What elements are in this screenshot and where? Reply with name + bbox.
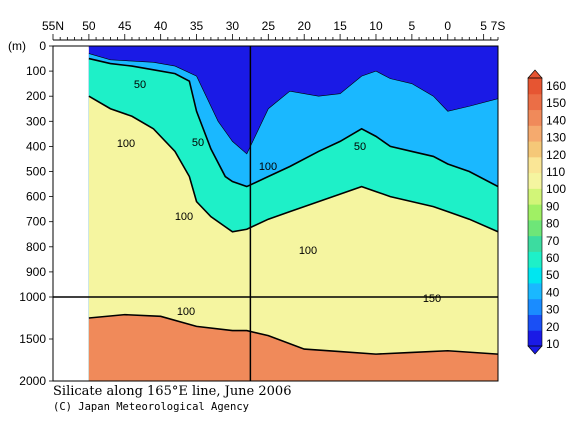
- contour-label: 100: [299, 245, 317, 257]
- y-tick-label: 2000: [19, 374, 46, 388]
- x-tick-label: 25: [262, 19, 276, 33]
- x-tick-label: 10: [369, 19, 383, 33]
- colorbar-label: 40: [546, 285, 560, 299]
- field-band-150: [88, 314, 498, 381]
- colorbar-label: 150: [546, 96, 566, 110]
- x-tick-label: 35: [190, 19, 204, 33]
- x-tick-label: 5: [409, 19, 416, 33]
- colorbar-label: 20: [546, 320, 560, 334]
- colorbar-label: 60: [546, 251, 560, 265]
- colorbar-swatch: [528, 78, 542, 95]
- x-tick-label: 40: [154, 19, 168, 33]
- y-tick-label: 300: [26, 114, 46, 128]
- field-top: [88, 46, 499, 48]
- y-tick-label: 700: [26, 215, 46, 229]
- colorbar-label: 10: [546, 337, 560, 351]
- chart-title: Silicate along 165°E line, June 2006: [53, 384, 292, 399]
- x-tick-label: 55N: [42, 19, 64, 33]
- colorbar-label: 130: [546, 131, 566, 145]
- x-tick-label: 5: [480, 19, 487, 33]
- y-tick-label: 400: [26, 139, 46, 153]
- colorbar-swatch: [528, 109, 542, 126]
- y-tick-label: 1000: [19, 290, 46, 304]
- x-tick-label: 50: [82, 19, 96, 33]
- colorbar-label: 110: [546, 165, 565, 179]
- colorbar-label: 30: [546, 303, 560, 317]
- contour-label: 100: [259, 161, 277, 173]
- colorbar-label: 50: [546, 268, 560, 282]
- contour-label: 100: [117, 138, 135, 150]
- x-tick-label: 20: [298, 19, 312, 33]
- isoline-150: [88, 313, 498, 355]
- field-band-100: [88, 96, 498, 381]
- y-tick-label: 1500: [19, 332, 46, 346]
- colorbar-swatch: [528, 156, 542, 174]
- colorbar-swatch: [528, 267, 542, 284]
- colorbar-label: 140: [546, 113, 566, 127]
- x-tick-label: 15: [333, 19, 347, 33]
- colorbar-label: 160: [546, 79, 566, 93]
- colorbar-swatch: [528, 188, 542, 205]
- colorbar-bottom-arrow: [527, 345, 543, 355]
- x-tick-label: 0: [444, 19, 451, 33]
- isolines: [88, 46, 498, 355]
- colorbar-swatch: [528, 93, 542, 111]
- contour-labels: 50 50 100 100 50 100 100 150 100: [117, 79, 441, 318]
- y-axis-label: (m): [8, 39, 26, 53]
- colorbar-swatch: [528, 204, 542, 221]
- contour-fields: [88, 46, 499, 381]
- x-tick-label: 45: [118, 19, 132, 33]
- y-tick-label: 100: [26, 64, 46, 78]
- colorbar-top-arrow: [527, 69, 543, 79]
- colorbar-swatch: [528, 141, 542, 158]
- colorbar: 160 150 140 130 120 110 100 90 80 70 60 50 40 30 20 10: [527, 69, 566, 355]
- colorbar-swatch: [528, 251, 542, 268]
- colorbar-label: 70: [546, 234, 560, 248]
- colorbar-swatch: [528, 282, 542, 300]
- y-tick-label: 200: [26, 89, 46, 103]
- colorbar-swatch: [528, 219, 542, 237]
- chart-credit: (C) Japan Meteorological Agency: [53, 401, 249, 413]
- y-tick-label: 0: [39, 39, 46, 53]
- colorbar-label: 120: [546, 148, 566, 162]
- y-tick-label: 600: [26, 190, 46, 204]
- colorbar-swatch: [528, 125, 542, 142]
- y-tick-label: 900: [26, 265, 46, 279]
- y-tick-label: 500: [26, 165, 46, 179]
- y-axis: 0 100 200 300 400 500 600 700 800 900 1000 1500 2000…: [8, 39, 53, 388]
- colorbar-swatch: [528, 172, 542, 189]
- colorbar-label: 80: [546, 217, 560, 231]
- x-tick-label: 30: [226, 19, 240, 33]
- colorbar-label: 100: [546, 182, 566, 196]
- contour-label: 150: [423, 293, 441, 305]
- x-tick-label: 7S: [491, 19, 506, 33]
- contour-label: 50: [134, 79, 146, 91]
- contour-label: 100: [175, 211, 193, 223]
- contour-label: 50: [354, 141, 366, 153]
- isoline-100: [88, 95, 498, 233]
- contour-label: 100: [177, 306, 195, 318]
- plot-border: [52, 45, 499, 382]
- colorbar-swatch: [528, 314, 542, 331]
- isoline-30: [88, 53, 498, 155]
- colorbar-swatch: [528, 298, 542, 315]
- colorbar-border: [527, 77, 543, 347]
- y-tick-label: 800: [26, 240, 46, 254]
- colorbar-swatch: [528, 330, 542, 347]
- plot-frame: [52, 45, 499, 382]
- contour-label: 50: [192, 137, 204, 149]
- isoline-50: [88, 57, 498, 188]
- colorbar-swatch: [528, 235, 542, 252]
- x-axis: 55N 50 45 40 35 30 25 20 15 10 5 0 5 7S: [42, 19, 506, 41]
- colorbar-label: 90: [546, 199, 560, 213]
